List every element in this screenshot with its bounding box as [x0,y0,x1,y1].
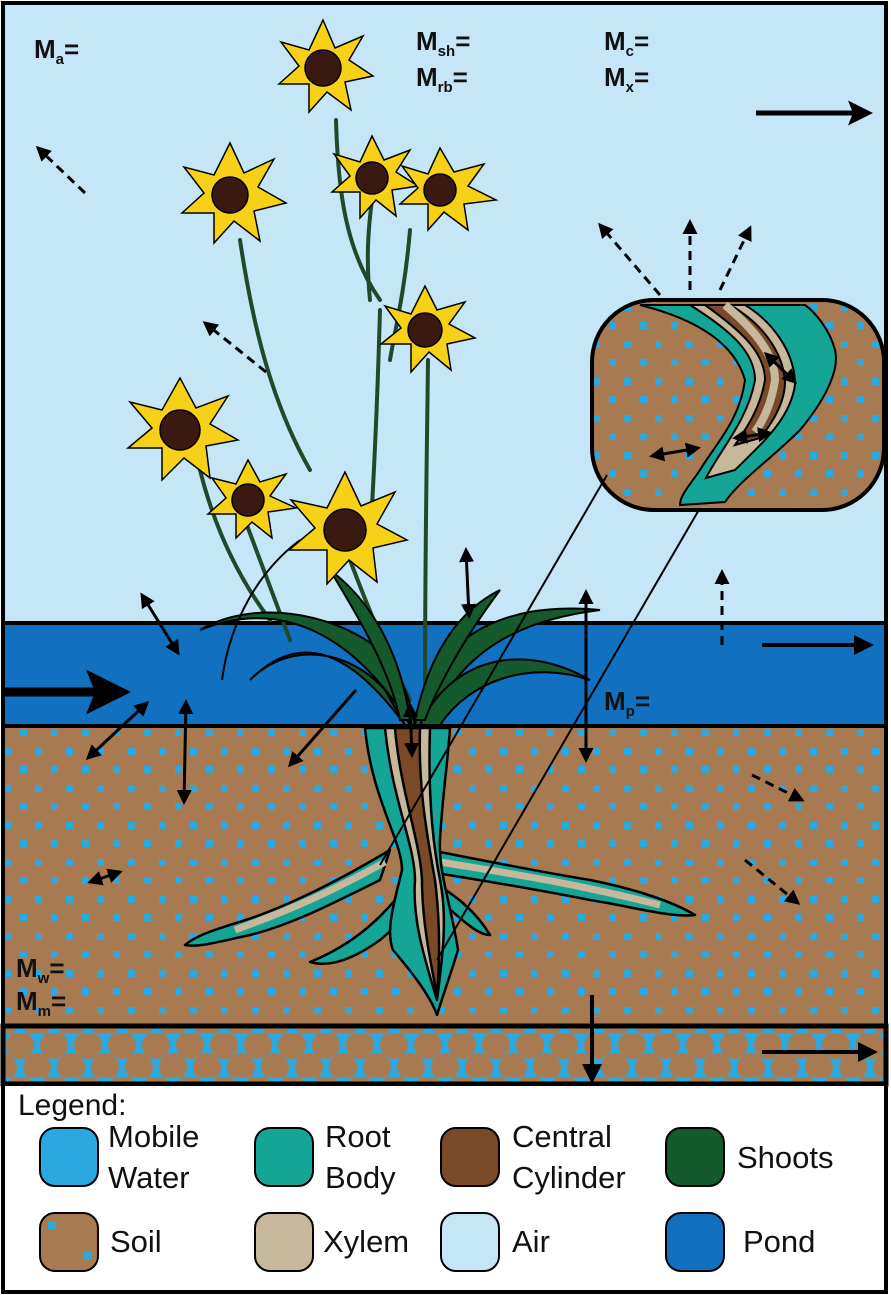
legend: Legend: Mobile Water Root Body Central C… [18,1089,834,1272]
root-left-branch [183,848,392,947]
inset-volatilization-arrow [718,225,752,291]
flowers [125,18,499,586]
legend-swatch-root-body [254,1127,314,1187]
root-system [183,726,697,1017]
shoot-soil-arrow [288,689,358,768]
flower [125,376,241,482]
legend-swatch-mobile-water [39,1127,99,1187]
shoot-volatilization-arrow [202,321,267,374]
flower [206,458,299,540]
pond-soil-vertical-arrow [176,699,194,805]
legend-swatch-xylem [254,1212,314,1272]
shoot-air-exchange-arrow [459,547,476,619]
legend-label-central-cylinder: Central [512,1119,612,1154]
legend-swatch-central-cylinder [440,1127,500,1187]
soil-water-exchange-arrow [87,868,123,886]
root-inset [590,298,886,512]
flower [330,134,421,220]
flower [378,284,478,374]
water-mass-label: Mw= [16,953,65,987]
legend-swatch-air [440,1212,500,1272]
legend-swatch-pond [665,1212,725,1272]
flower [286,470,410,586]
shoot-leaves [199,539,601,726]
legend-swatch-shoots [665,1127,725,1187]
root-right-xylem [439,858,661,909]
transfer-arrows [5,100,878,1084]
air-pond-exchange-arrow [140,592,180,656]
legend-label-xylem: Xylem [323,1224,409,1259]
legend-label-mobile-water: Mobile [108,1119,199,1154]
soil-mass-label: Mm= [16,986,66,1020]
gravel-layer [0,1023,889,1087]
root-body-mass-label: Mrb= [416,62,468,96]
inset-xylem-cylinder-arrow [763,351,798,385]
legend-label-root-body: Root [325,1119,391,1154]
root-left-xylem [233,858,387,934]
legend-label-air: Air [512,1224,550,1259]
shoots-mass-label: Msh= [416,26,470,60]
legend-label-pond: Pond [743,1224,815,1259]
pond-mass-label: Mp= [604,686,650,720]
xylem-mass-label: Mx= [604,62,649,96]
legend-label-soil: Soil [110,1224,162,1259]
legend-title: Legend: [18,1089,126,1122]
zoom-connector-line [436,507,701,961]
legend-swatch-soil-dot [48,1222,56,1230]
root-shoot-exchange-arrow [402,702,420,758]
flower [180,141,288,245]
pond-soil-exchange-arrow [85,700,150,761]
root-central-cylinder [393,726,441,997]
legend-label-root-body-2: Body [325,1160,396,1195]
air-loss-arrow [35,145,87,195]
legend-label-central-cylinder-2: Cylinder [512,1160,626,1195]
legend-label-mobile-water-2: Water [108,1160,190,1195]
flower [277,18,375,114]
legend-swatch-soil [39,1212,99,1272]
inset-root-xylem-arrow [732,427,773,444]
soil-degradation-arrow [751,773,805,802]
inset-soil-root-arrow [649,442,701,462]
soil-degradation-arrow [744,858,801,905]
dashed-arrows [35,145,805,905]
inset-volatilization-arrow [598,222,662,296]
flower [398,146,499,232]
central-cylinder-mass-label: Mc= [604,26,649,60]
legend-swatch-soil-dot [84,1252,92,1260]
legend-label-shoots: Shoots [737,1140,834,1175]
air-mass-label: Ma= [34,34,79,68]
zoom-connector-line [379,474,608,866]
